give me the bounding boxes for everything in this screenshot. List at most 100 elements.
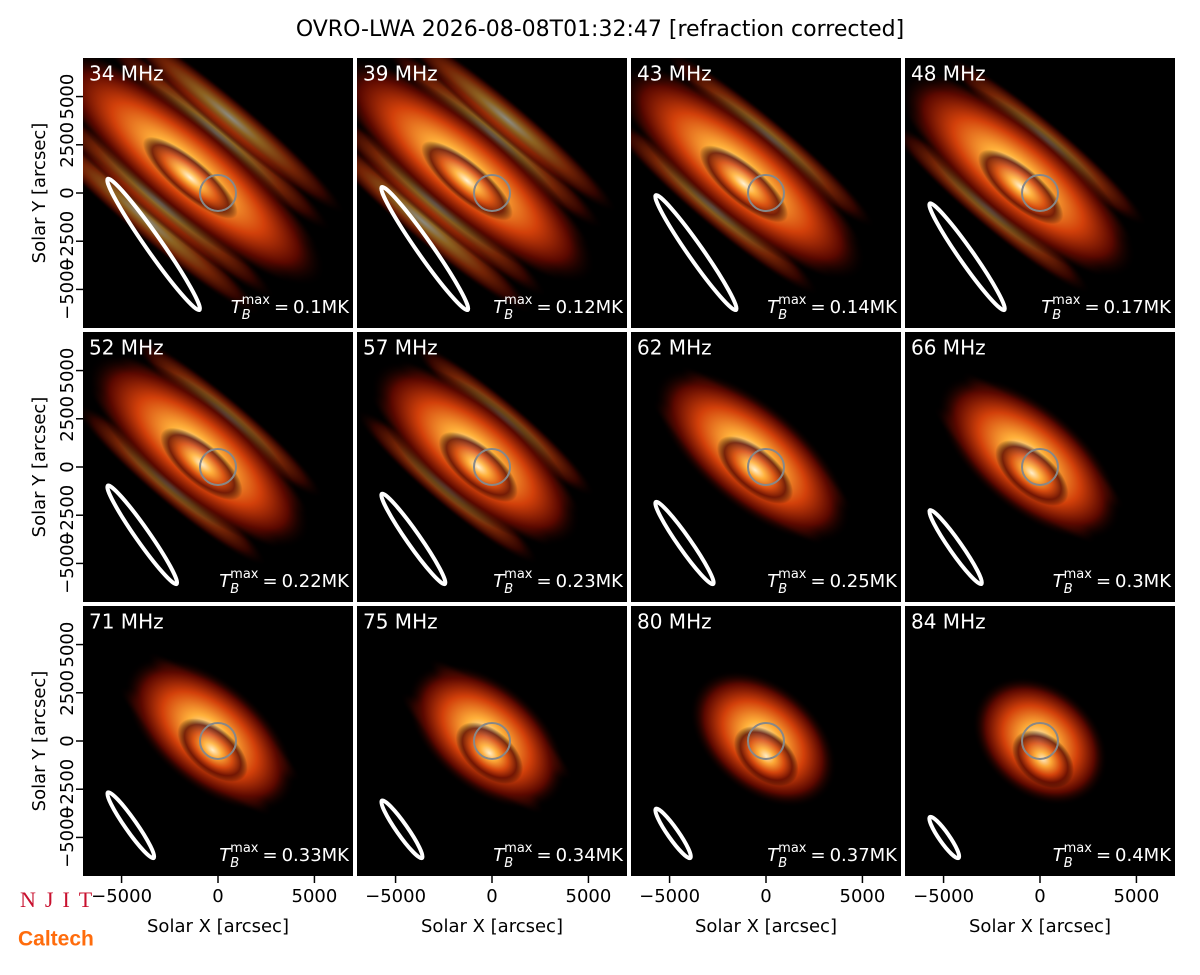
panel-title: 80 MHz [637,610,712,634]
tmax-subscript: B [504,308,513,323]
tmax-equals: = [262,845,277,866]
tmax-subscript: B [242,308,251,323]
tmax-label: TBmax = 0.33MK [219,841,350,871]
tmax-symbol: T [219,845,232,866]
tmax-equals: = [536,297,551,318]
beam [105,176,202,313]
tmax-value: 0.34MK [556,845,625,866]
panel [905,332,1175,602]
tmax-symbol: T [767,571,780,592]
tmax-equals: = [810,845,825,866]
tmax-equals: = [810,297,825,318]
x-tick-label: 5000 [840,886,886,907]
solar-disk [1021,722,1059,760]
x-tick-label: 0 [212,886,223,907]
tmax-superscript: max [778,841,807,856]
tmax-subscript: B [230,856,239,871]
panel [83,606,353,876]
tmax-equals: = [1096,845,1111,866]
solar-disk [747,174,785,212]
x-tick-label: 0 [760,886,771,907]
tmax-label: TBmax = 0.25MK [767,567,898,597]
x-axis-label: Solar X [arcsec] [969,916,1111,937]
y-tick-label: −5000 [57,259,78,320]
solar-disk [747,722,785,760]
y-tick-label: −2500 [57,485,78,546]
solar-disk [473,174,511,212]
tmax-equals: = [810,571,825,592]
emission-core [978,149,1064,225]
tmax-label: TBmax = 0.4MK [1053,841,1173,871]
y-tick-label: −2500 [57,211,78,272]
tmax-value: 0.14MK [830,297,899,318]
panel [905,58,1175,328]
y-tick-label: 5000 [57,348,78,394]
emission-streak [357,127,534,315]
solar-disk [199,722,237,760]
emission-core [995,440,1069,506]
emission-streak [114,58,346,215]
tmax-label: TBmax = 0.37MK [767,841,898,871]
tmax-subscript: B [778,582,787,597]
x-axis-label: Solar X [arcsec] [147,916,289,937]
tmax-superscript: max [778,293,807,308]
emission-core [421,141,513,221]
beam [653,499,716,587]
tmax-equals: = [1096,571,1111,592]
beam [105,790,157,861]
y-axis-label: Solar Y [arcsec] [29,397,50,538]
panel-title: 71 MHz [89,610,164,634]
x-axis-label: Solar X [arcsec] [695,916,837,937]
tmax-equals: = [536,845,551,866]
beam [653,193,739,313]
emission-core [699,145,789,223]
tmax-label: TBmax = 0.12MK [493,293,624,323]
tmax-equals: = [274,297,289,318]
logo-caltech: Caltech [18,928,94,951]
panel-title: 48 MHz [911,62,986,86]
x-tick-label: 5000 [292,886,338,907]
y-tick-label: −2500 [57,759,78,820]
tmax-superscript: max [778,567,807,582]
panel [631,606,901,876]
y-axis-label: Solar Y [arcsec] [29,123,50,264]
tmax-subscript: B [504,856,513,871]
tmax-symbol: T [1053,845,1066,866]
panel [83,58,353,328]
tmax-label: TBmax = 0.34MK [493,841,624,871]
x-tick-label: −5000 [913,886,974,907]
beam [653,806,693,861]
y-tick-label: 2500 [57,670,78,716]
beam [379,184,471,313]
solar-disk [199,174,237,212]
tmax-subscript: B [778,856,787,871]
beam [105,483,180,587]
tmax-superscript: max [1064,841,1093,856]
y-tick-label: −5000 [57,533,78,594]
tmax-superscript: max [504,841,533,856]
emission-core [455,722,524,784]
panel-title: 75 MHz [363,610,438,634]
tmax-superscript: max [230,567,259,582]
tmax-symbol: T [493,297,506,318]
tmax-symbol: T [1041,297,1054,318]
tmax-value: 0.25MK [830,571,899,592]
beam [379,491,448,587]
panel-title: 43 MHz [637,62,712,86]
tmax-superscript: max [1052,293,1081,308]
panel-title: 66 MHz [911,336,986,360]
panel [357,332,627,602]
x-tick-label: −5000 [365,886,426,907]
emission-core [716,436,794,504]
beam [379,798,425,861]
tmax-label: TBmax = 0.1MK [231,293,351,323]
solar-disk [1021,448,1059,486]
tmax-subscript: B [1064,582,1073,597]
y-tick-label: 0 [57,735,78,746]
tmax-symbol: T [493,571,506,592]
y-axis-label: Solar Y [arcsec] [29,671,50,812]
solar-disk [199,448,237,486]
tmax-symbol: T [219,571,232,592]
x-tick-label: 5000 [1114,886,1160,907]
